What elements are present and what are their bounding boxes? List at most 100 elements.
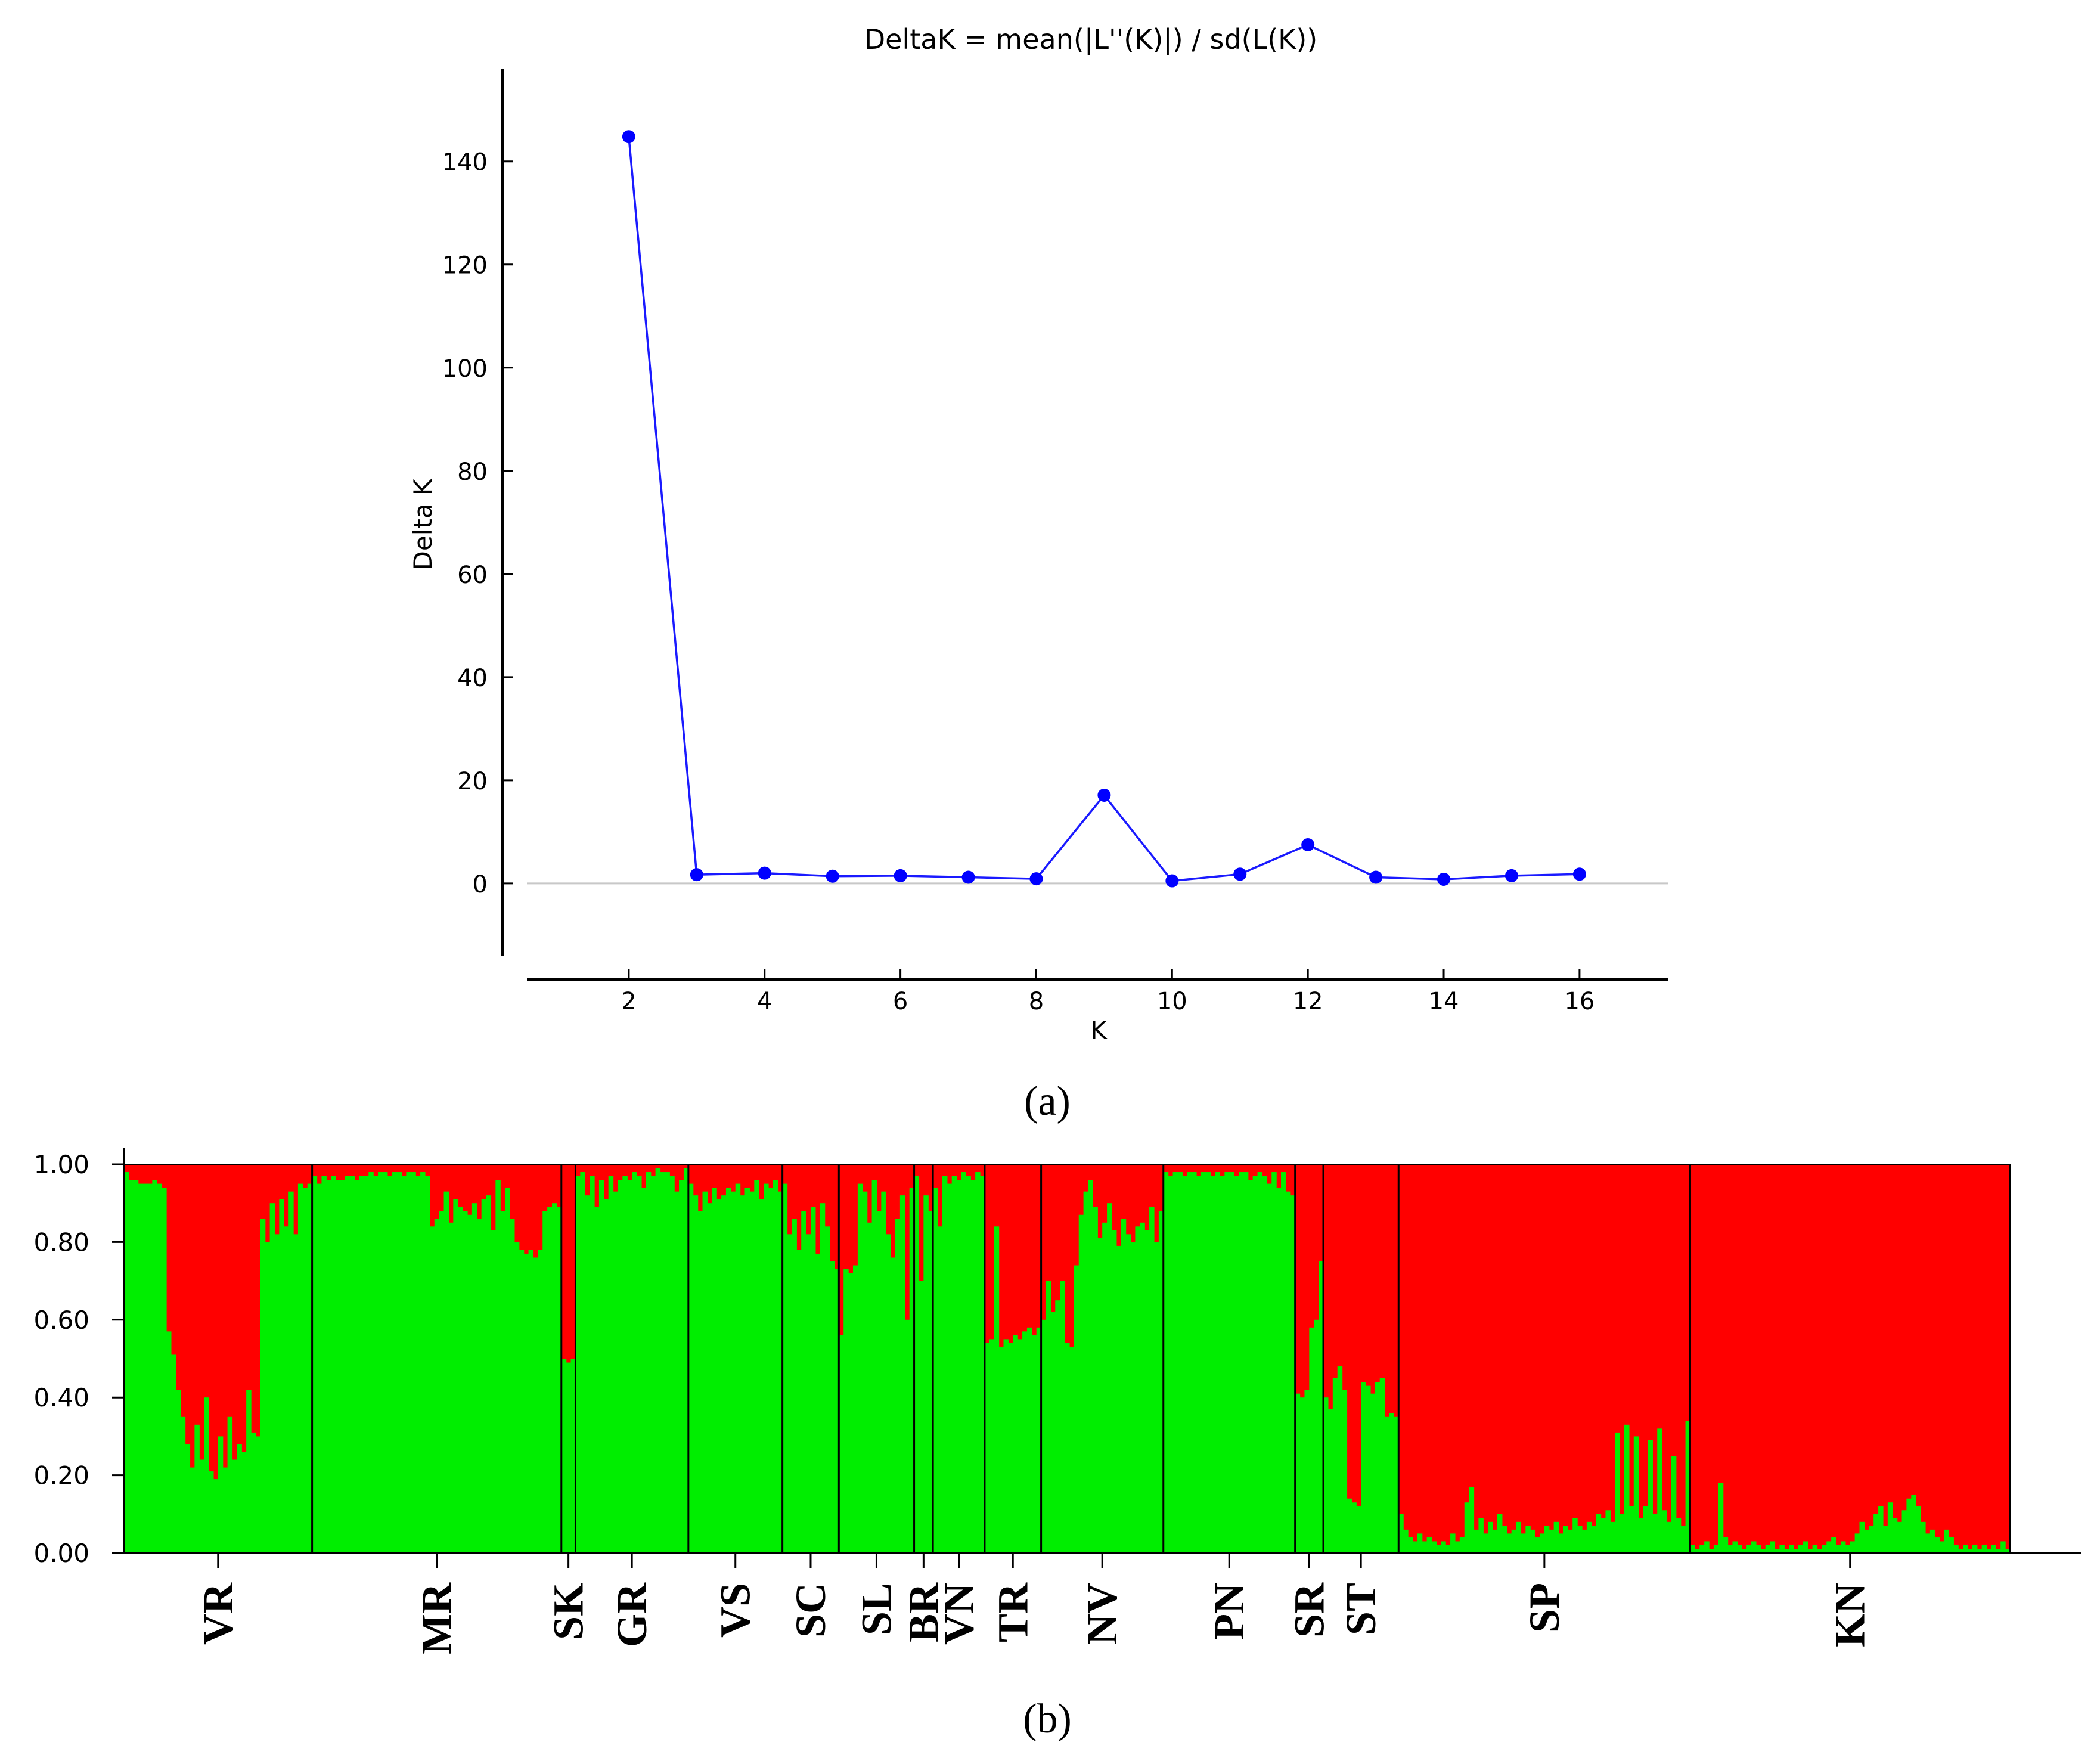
individual-bar bbox=[1572, 1518, 1578, 1553]
individual-bar bbox=[824, 1226, 830, 1553]
deltak-line bbox=[628, 137, 1580, 882]
population-label: PN bbox=[1205, 1583, 1253, 1640]
individual-bar bbox=[1845, 1545, 1851, 1553]
individual-bar bbox=[1257, 1172, 1263, 1553]
individual-bar bbox=[665, 1172, 670, 1553]
individual-bar bbox=[519, 1250, 525, 1553]
individual-bar bbox=[787, 1234, 793, 1553]
individual-bar bbox=[1502, 1526, 1507, 1553]
individual-bar bbox=[891, 1257, 896, 1553]
individual-bar bbox=[1925, 1533, 1931, 1553]
data-point bbox=[1572, 867, 1586, 881]
individual-bar bbox=[1389, 1413, 1394, 1553]
individual-bar bbox=[1375, 1382, 1381, 1553]
individual-bar bbox=[1149, 1207, 1155, 1553]
individual-bar bbox=[1680, 1526, 1686, 1553]
individual-bar bbox=[1036, 1327, 1042, 1553]
population-label: BR bbox=[899, 1582, 947, 1642]
individual-bar bbox=[345, 1176, 350, 1553]
individual-bar bbox=[961, 1172, 966, 1553]
individual-bar bbox=[538, 1250, 543, 1553]
individual-bar bbox=[1295, 1393, 1301, 1553]
individual-bar bbox=[820, 1203, 826, 1553]
individual-bar bbox=[1060, 1281, 1065, 1553]
individual-bar bbox=[1939, 1541, 1945, 1553]
individual-bar bbox=[1483, 1533, 1488, 1553]
individual-bar bbox=[1488, 1521, 1493, 1553]
individual-bar bbox=[744, 1188, 750, 1553]
individual-bar bbox=[317, 1183, 322, 1553]
individual-bar bbox=[942, 1176, 948, 1553]
population-label: KN bbox=[1826, 1583, 1874, 1647]
individual-bar bbox=[463, 1211, 468, 1553]
individual-bar bbox=[1111, 1230, 1117, 1553]
individual-bar bbox=[1779, 1545, 1785, 1553]
individual-bar bbox=[175, 1390, 181, 1553]
individual-bar bbox=[834, 1269, 839, 1553]
individual-bar bbox=[1539, 1533, 1545, 1553]
individual-bar bbox=[1309, 1327, 1314, 1553]
individual-bar bbox=[730, 1191, 736, 1553]
individual-bar bbox=[862, 1191, 868, 1553]
individual-bar bbox=[759, 1199, 764, 1553]
individual-bar bbox=[1168, 1176, 1174, 1553]
individual-bar bbox=[1794, 1549, 1799, 1553]
x-axis-label: K bbox=[1090, 1016, 1108, 1045]
individual-bar bbox=[396, 1172, 402, 1553]
individual-bar bbox=[1958, 1549, 1963, 1553]
individual-bar bbox=[1384, 1416, 1390, 1553]
individual-bar bbox=[364, 1176, 369, 1553]
x-tick-label: 14 bbox=[1429, 988, 1459, 1015]
individual-bar bbox=[1342, 1390, 1348, 1553]
individual-bar bbox=[274, 1234, 280, 1553]
individual-bar bbox=[387, 1176, 393, 1553]
y-axis-label: Delta K bbox=[408, 478, 438, 570]
individual-bar bbox=[1770, 1541, 1776, 1553]
individual-bar bbox=[1200, 1172, 1206, 1553]
y-tick-label: 0 bbox=[473, 871, 488, 898]
individual-bar bbox=[1676, 1518, 1682, 1553]
individual-bar bbox=[1911, 1495, 1916, 1553]
individual-bar bbox=[424, 1176, 430, 1553]
individual-bar bbox=[392, 1172, 398, 1553]
individual-bar bbox=[382, 1172, 388, 1553]
data-point bbox=[1301, 838, 1315, 851]
individual-bar bbox=[237, 1444, 242, 1553]
individual-bar bbox=[1996, 1549, 2001, 1553]
individual-bar bbox=[773, 1180, 778, 1553]
individual-bar bbox=[1699, 1545, 1705, 1553]
panel-a-caption: (a) bbox=[1024, 1078, 1071, 1124]
individual-bar bbox=[1577, 1526, 1583, 1553]
individual-bar bbox=[1008, 1343, 1013, 1553]
individual-bar bbox=[514, 1242, 520, 1553]
individual-bar bbox=[674, 1191, 680, 1553]
individual-bar bbox=[966, 1176, 971, 1553]
individual-bar bbox=[796, 1250, 802, 1553]
individual-bar bbox=[632, 1172, 637, 1553]
individual-bar bbox=[829, 1261, 835, 1553]
individual-bar bbox=[928, 1211, 933, 1553]
individual-bar bbox=[1327, 1409, 1333, 1553]
individual-bar bbox=[302, 1188, 308, 1553]
individual-bar bbox=[1314, 1319, 1319, 1553]
individual-bar bbox=[1605, 1510, 1611, 1553]
individual-bar bbox=[378, 1172, 383, 1553]
individual-bar bbox=[1135, 1226, 1140, 1553]
individual-bar bbox=[590, 1176, 595, 1553]
individual-bar bbox=[1615, 1432, 1620, 1553]
individual-bar bbox=[1972, 1545, 1978, 1553]
individual-bar bbox=[246, 1390, 252, 1553]
individual-bar bbox=[1981, 1545, 1987, 1553]
individual-bar bbox=[1351, 1502, 1357, 1553]
individual-bar bbox=[1276, 1188, 1282, 1553]
individual-bar bbox=[970, 1180, 976, 1553]
x-tick-label: 6 bbox=[893, 988, 908, 1015]
individual-bar bbox=[815, 1253, 821, 1553]
individual-bar bbox=[241, 1452, 247, 1553]
individual-bar bbox=[697, 1211, 703, 1553]
population-label: TR bbox=[989, 1582, 1037, 1642]
individual-bar bbox=[1944, 1529, 1950, 1553]
individual-bar bbox=[1723, 1537, 1729, 1553]
individual-bar bbox=[307, 1183, 313, 1553]
individual-bar bbox=[1238, 1172, 1244, 1553]
